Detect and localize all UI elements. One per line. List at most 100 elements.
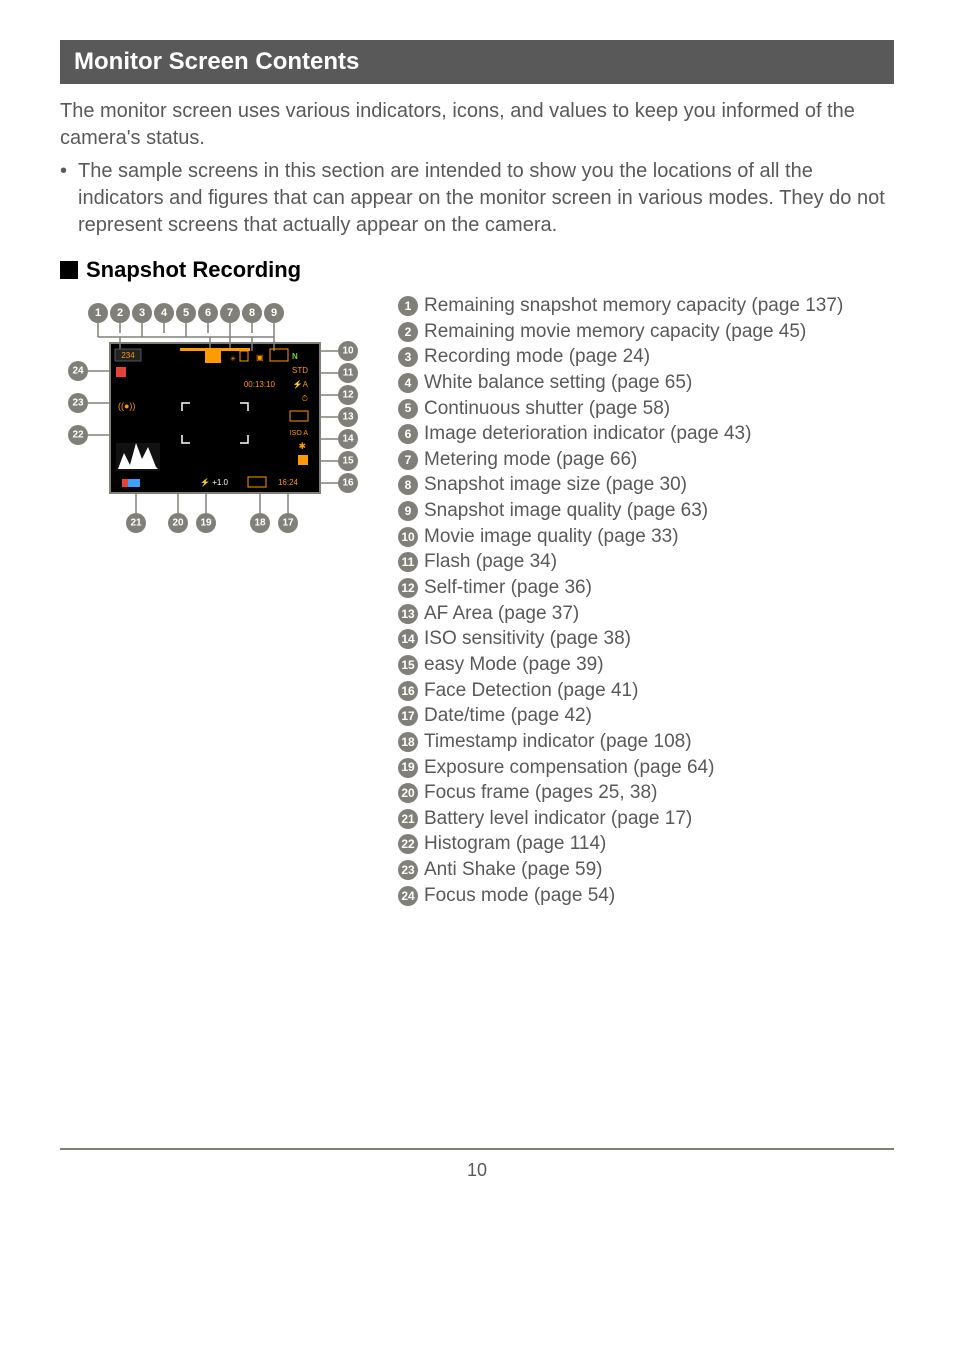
legend-text: Snapshot image quality (page 63) [424, 498, 708, 524]
legend-item: 5Continuous shutter (page 58) [398, 396, 894, 422]
legend-text: Exposure compensation (page 64) [424, 755, 714, 781]
legend-text: Timestamp indicator (page 108) [424, 729, 692, 755]
legend-number-circle: 21 [398, 809, 418, 829]
svg-text:19: 19 [200, 518, 212, 529]
legend-text: Remaining movie memory capacity (page 45… [424, 319, 806, 345]
legend-number-circle: 1 [398, 296, 418, 316]
legend-number-circle: 12 [398, 578, 418, 598]
legend-text: Image deterioration indicator (page 43) [424, 421, 751, 447]
svg-text:((●)): ((●)) [118, 401, 135, 411]
legend-item: 2 Remaining movie memory capacity (page 4… [398, 319, 894, 345]
legend-number-circle: 17 [398, 706, 418, 726]
legend-text: Date/time (page 42) [424, 703, 592, 729]
legend-number-circle: 15 [398, 655, 418, 675]
svg-text:11: 11 [343, 368, 354, 379]
legend-number-circle: 8 [398, 475, 418, 495]
legend-number-circle: 19 [398, 758, 418, 778]
legend-item: 11 Flash (page 34) [398, 549, 894, 575]
legend-number-circle: 24 [398, 886, 418, 906]
legend-item: 6 Image deterioration indicator (page 43) [398, 421, 894, 447]
legend-number-circle: 6 [398, 424, 418, 444]
legend-text: Focus mode (page 54) [424, 883, 615, 909]
svg-text:3: 3 [139, 307, 145, 319]
legend-text: Face Detection (page 41) [424, 678, 638, 704]
legend-number-circle: 2 [398, 322, 418, 342]
legend-item: 24 Focus mode (page 54) [398, 883, 894, 909]
legend-item: 16 Face Detection (page 41) [398, 678, 894, 704]
svg-text:9: 9 [271, 307, 277, 319]
svg-text:17: 17 [282, 518, 294, 529]
svg-text:✳: ✳ [230, 355, 236, 363]
legend-text: Continuous shutter (page 58) [424, 396, 670, 422]
legend-number-circle: 14 [398, 629, 418, 649]
legend-number-circle: 20 [398, 783, 418, 803]
left-callouts: 242322 [68, 361, 110, 445]
svg-text:✱: ✱ [298, 441, 306, 451]
legend-text: Anti Shake (page 59) [424, 857, 603, 883]
subsection-title: Snapshot Recording [86, 257, 301, 283]
svg-text:8: 8 [249, 307, 255, 319]
bottom-callouts: 212019 1817 [126, 493, 298, 533]
section-header-text: Monitor Screen Contents [74, 48, 359, 75]
legend-text: Battery level indicator (page 17) [424, 806, 692, 832]
diagram-column: 123 456 789 [60, 293, 370, 558]
legend-text: Self-timer (page 36) [424, 575, 592, 601]
legend-item: 10Movie image quality (page 33) [398, 524, 894, 550]
legend-column: 1Remaining snapshot memory capacity (pag… [398, 293, 894, 908]
svg-text:⏱: ⏱ [302, 394, 308, 403]
legend-text: AF Area (page 37) [424, 601, 579, 627]
ev-value: ⚡ +1.0 [200, 477, 229, 487]
legend-item: 9Snapshot image quality (page 63) [398, 498, 894, 524]
legend-item: 13 AF Area (page 37) [398, 601, 894, 627]
svg-text:14: 14 [342, 434, 354, 445]
svg-text:6: 6 [205, 307, 211, 319]
legend-number-circle: 3 [398, 347, 418, 367]
remaining-shots: 234 [121, 351, 135, 360]
svg-text:1: 1 [95, 307, 101, 319]
legend-item: 1Remaining snapshot memory capacity (pag… [398, 293, 894, 319]
svg-text:18: 18 [254, 518, 266, 529]
legend-item: 15easy Mode (page 39) [398, 652, 894, 678]
legend-item: 18Timestamp indicator (page 108) [398, 729, 894, 755]
legend-number-circle: 10 [398, 527, 418, 547]
svg-text:⚡A: ⚡A [293, 379, 309, 389]
legend-item: 22Histogram (page 114) [398, 831, 894, 857]
legend-item: 4 White balance setting (page 65) [398, 370, 894, 396]
svg-text:22: 22 [72, 430, 84, 441]
legend-text: White balance setting (page 65) [424, 370, 692, 396]
svg-text:13: 13 [342, 412, 354, 423]
legend-text: Metering mode (page 66) [424, 447, 637, 473]
legend-item: 14 ISO sensitivity (page 38) [398, 626, 894, 652]
legend-number-circle: 13 [398, 604, 418, 624]
svg-text:STD: STD [292, 366, 308, 375]
svg-text:N: N [292, 352, 298, 361]
legend-text: Recording mode (page 24) [424, 344, 650, 370]
time-value: 16:24 [278, 478, 299, 487]
legend-number-circle: 4 [398, 373, 418, 393]
svg-text:16: 16 [342, 478, 354, 489]
legend-number-circle: 16 [398, 681, 418, 701]
legend-item: 12 Self-timer (page 36) [398, 575, 894, 601]
svg-text:2: 2 [117, 307, 123, 319]
svg-text:23: 23 [72, 398, 84, 409]
legend-number-circle: 11 [398, 552, 418, 572]
subsection-heading: Snapshot Recording [60, 257, 894, 283]
svg-text:15: 15 [342, 456, 354, 467]
legend-text: ISO sensitivity (page 38) [424, 626, 631, 652]
svg-text:4: 4 [161, 307, 168, 319]
svg-text:20: 20 [172, 518, 184, 529]
legend-list: 1Remaining snapshot memory capacity (pag… [398, 293, 894, 908]
right-callouts: 101112 131415 16 [320, 341, 358, 493]
legend-item: 20Focus frame (pages 25, 38) [398, 780, 894, 806]
svg-text:10: 10 [342, 346, 354, 357]
monitor-diagram: 123 456 789 [60, 293, 370, 553]
svg-text:5: 5 [183, 307, 189, 319]
intro-paragraph: The monitor screen uses various indicato… [60, 98, 894, 152]
legend-item: 8Snapshot image size (page 30) [398, 472, 894, 498]
iso-label: ISO A [290, 430, 309, 437]
square-marker-icon [60, 261, 78, 279]
legend-text: Flash (page 34) [424, 549, 557, 575]
svg-text:7: 7 [227, 307, 233, 319]
legend-number-circle: 22 [398, 834, 418, 854]
legend-number-circle: 23 [398, 860, 418, 880]
